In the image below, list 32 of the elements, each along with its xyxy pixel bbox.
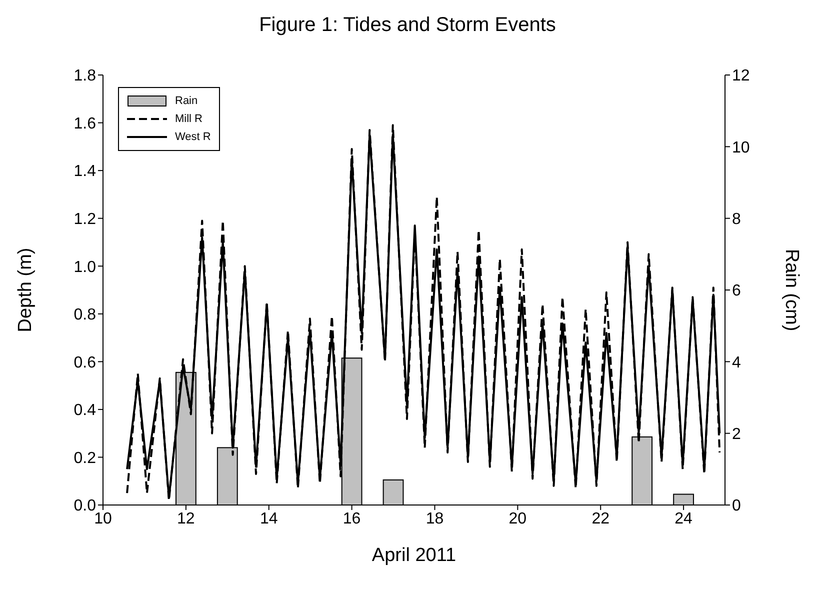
- y2-tick-label: 6: [732, 282, 741, 300]
- chart-title: Figure 1: Tides and Storm Events: [258, 14, 557, 37]
- y-tick-label: 0.0: [74, 498, 96, 515]
- y-tick-label: 0.4: [74, 402, 96, 420]
- y2-tick-label: 4: [732, 354, 741, 372]
- y-tick-label: 1.4: [74, 163, 96, 180]
- y-tick-label: 0.8: [74, 306, 96, 324]
- x-tick-label: 20: [508, 510, 527, 528]
- x-axis-title: April 2011: [370, 545, 458, 567]
- y-tick-label: 1.6: [74, 115, 96, 132]
- x-tick-label: 10: [94, 510, 112, 528]
- y2-tick-label: 8: [732, 211, 741, 228]
- x-tick-label: 18: [426, 510, 444, 528]
- y2-tick-label: 2: [732, 426, 741, 444]
- y-tick-label: 0.6: [74, 354, 96, 372]
- y-tick-label: 1.0: [74, 258, 96, 276]
- y-tick-label: 0.2: [74, 450, 96, 467]
- legend-label: West R: [175, 131, 211, 143]
- y-tick-label: 1.8: [74, 68, 96, 85]
- legend-label: Rain: [175, 95, 198, 107]
- x-tick-label: 22: [592, 510, 610, 528]
- y2-tick-label: 0: [732, 498, 741, 515]
- y2-axis-title: Rain (cm): [780, 248, 802, 332]
- x-tick-label: 14: [260, 510, 278, 528]
- y-tick-label: 1.2: [74, 211, 96, 228]
- y2-tick-label: 12: [732, 68, 750, 85]
- y-axis-title: Depth (m): [15, 248, 37, 332]
- x-tick-label: 24: [674, 510, 693, 528]
- y2-tick-label: 10: [732, 139, 750, 156]
- x-tick-label: 12: [177, 510, 195, 528]
- legend-label: Mill R: [175, 113, 202, 125]
- x-tick-label: 16: [342, 510, 361, 528]
